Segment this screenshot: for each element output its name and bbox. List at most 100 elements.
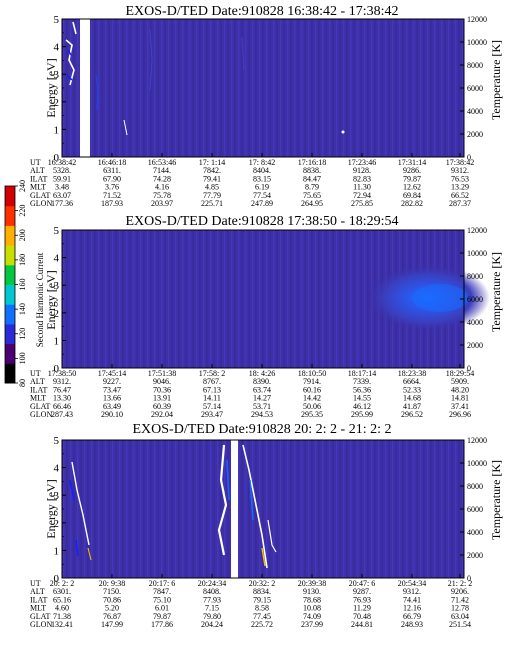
y-tick-label: 1 [54, 124, 60, 136]
ephemeris-cell: 3.48 [55, 183, 69, 192]
ephemeris-cell: 69.84 [403, 191, 421, 200]
ephemeris-cell: 287.37 [449, 199, 471, 208]
panel-1-features [65, 19, 345, 157]
ephemeris-cell: 75.78 [153, 191, 171, 200]
ephemeris-cell: 65.16 [53, 595, 71, 604]
ephemeris-cell: 79.41 [203, 174, 221, 183]
ephemeris-cell: 78.68 [303, 595, 321, 604]
ephemeris-cell: 8390. [253, 377, 271, 386]
ephemeris-row-label: ILAT [30, 595, 47, 604]
ephemeris-cell: 20: 2: 2 [50, 579, 74, 588]
ephemeris-cell: 82.83 [353, 174, 371, 183]
colorbar-tick-label: 120 [18, 328, 27, 340]
y2-tick-label: 10000 [467, 38, 487, 47]
y2-tick-label: 10000 [467, 249, 487, 258]
y2-tick-label: 12000 [467, 15, 487, 24]
ephemeris-cell: 244.81 [351, 620, 373, 629]
ephemeris-cell: 5.20 [105, 604, 119, 613]
ephemeris-cell: 18:29:54 [446, 369, 474, 378]
ephemeris-cell: 18:23:38 [398, 369, 426, 378]
ephemeris-cell: 77.93 [203, 595, 221, 604]
ephemeris-row-label: ALT [30, 166, 45, 175]
ephemeris-cell: 7914. [303, 377, 321, 386]
ephemeris-cell: 14.68 [403, 394, 421, 403]
panel-3-title: EXOS-D/TED Date:910828 20: 2: 2 - 21: 2:… [133, 422, 392, 437]
ephemeris-cell: 59.91 [53, 174, 71, 183]
ephemeris-cell: 56.36 [353, 385, 371, 394]
colorbar-segment [5, 205, 15, 226]
ephemeris-cell: 264.95 [301, 199, 323, 208]
y2-tick-label: 0 [467, 153, 471, 162]
y-tick-label: 5 [54, 14, 60, 26]
ephemeris-cell: 14.81 [451, 394, 469, 403]
ephemeris-cell: 20:47: 6 [349, 579, 375, 588]
ephemeris-cell: 77.54 [253, 191, 271, 200]
panel-1-title: EXOS-D/TED Date:910828 16:38:42 - 17:38:… [126, 4, 399, 19]
ephemeris-cell: 293.47 [201, 410, 223, 419]
y2-tick-label: 2000 [467, 341, 483, 350]
y-tick-label: 0 [54, 152, 60, 164]
ephemeris-cell: 187.93 [101, 199, 123, 208]
y-tick-label: 4 [54, 463, 60, 475]
panel-3-features [69, 440, 277, 578]
ephemeris-cell: 8834. [253, 587, 271, 596]
ephemeris-cell: 48.20 [451, 385, 469, 394]
ephemeris-row-label: MLT [30, 183, 46, 192]
ephemeris-cell: 9312. [403, 587, 421, 596]
y-tick-label: 2 [54, 308, 60, 320]
y-tick-label: 5 [54, 225, 60, 237]
ephemeris-cell: 177.86 [151, 620, 173, 629]
ephemeris-cell: 37.41 [451, 402, 469, 411]
colorbar-segment [5, 245, 15, 266]
ephemeris-row-label: GLAT [30, 402, 51, 411]
ephemeris-cell: 71.42 [451, 595, 469, 604]
y-tick-label: 2 [54, 97, 60, 109]
y2-tick-label: 0 [467, 364, 471, 373]
ephemeris-cell: 77.45 [253, 612, 271, 621]
ephemeris-cell: 67.13 [203, 385, 221, 394]
ephemeris-row-label: MLT [30, 394, 46, 403]
ephemeris-cell: 9312. [451, 166, 469, 175]
ephemeris-cell: 66.46 [53, 402, 71, 411]
ephemeris-cell: 225.71 [201, 199, 223, 208]
ephemeris-cell: 8767. [203, 377, 221, 386]
ephemeris-cell: 84.47 [303, 174, 321, 183]
ephemeris-row-label: GLON [30, 620, 52, 629]
colorbar-segment [5, 343, 15, 364]
ephemeris-cell: 20:32: 2 [249, 579, 275, 588]
ephemeris-cell: 8408. [203, 587, 221, 596]
ephemeris-cell: 79.87 [403, 174, 421, 183]
ephemeris-cell: 71.38 [53, 612, 71, 621]
colorbar-segment [5, 264, 15, 285]
colorbar-tick-label: 160 [18, 279, 27, 291]
ephemeris-cell: 6311. [103, 166, 121, 175]
panel-1: EXOS-D/TED Date:910828 16:38:42 - 17:38:… [30, 4, 503, 208]
ephemeris-cell: 9312. [53, 377, 71, 386]
colorbar-tick-label: 100 [18, 352, 27, 364]
panel-1-plot-area [62, 19, 464, 157]
ephemeris-cell: 79.15 [253, 595, 271, 604]
ephemeris-cell: 282.82 [401, 199, 423, 208]
ephemeris-cell: 13.29 [451, 183, 469, 192]
ephemeris-cell: 74.41 [403, 595, 421, 604]
ephemeris-cell: 11.29 [353, 604, 371, 613]
ephemeris-cell: 66.79 [403, 612, 421, 621]
ephemeris-cell: 16:46:18 [98, 158, 126, 167]
y-tick-label: 4 [54, 253, 60, 265]
ephemeris-cell: 6664. [403, 377, 421, 386]
ephemeris-cell: 17:16:18 [298, 158, 326, 167]
ephemeris-cell: 7842. [203, 166, 221, 175]
ephemeris-cell: 8.58 [255, 604, 269, 613]
ephemeris-cell: 20:39:38 [298, 579, 326, 588]
ephemeris-cell: 72.94 [353, 191, 371, 200]
y2-tick-label: 8000 [467, 272, 483, 281]
y2-tick-label: 4000 [467, 318, 483, 327]
ephemeris-cell: 17:58: 2 [199, 369, 225, 378]
ephemeris-cell: 6.19 [255, 183, 269, 192]
ephemeris-cell: 60.16 [303, 385, 321, 394]
ephemeris-cell: 14.42 [303, 394, 321, 403]
y2-tick-label: 6000 [467, 84, 483, 93]
ephemeris-cell: 76.87 [103, 612, 121, 621]
ephemeris-row-label: GLAT [30, 191, 51, 200]
ephemeris-cell: 16:38:42 [48, 158, 76, 167]
